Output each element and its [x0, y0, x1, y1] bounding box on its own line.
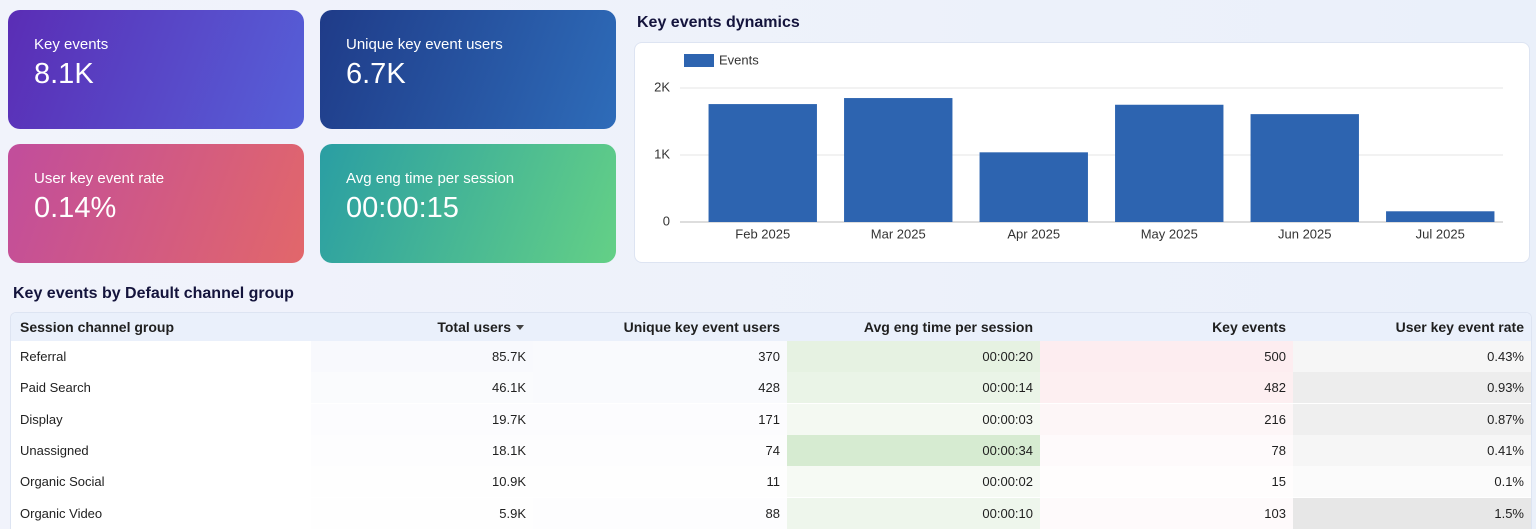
kpi-card: User key event rate 0.14% — [8, 144, 304, 263]
table-title: Key events by Default channel group — [13, 285, 294, 302]
column-header[interactable]: User key event rate — [1293, 313, 1531, 341]
table-cell: 85.7K — [311, 341, 533, 372]
table-cell: 00:00:03 — [787, 403, 1040, 435]
x-tick-label: Feb 2025 — [735, 226, 790, 241]
table-cell: 00:00:34 — [787, 434, 1040, 466]
x-tick-label: Apr 2025 — [1007, 226, 1060, 241]
table-cell: 00:00:10 — [787, 497, 1040, 529]
table-cell: 46.1K — [311, 372, 533, 404]
table-cell: 370 — [533, 341, 787, 372]
kpi-value: 0.14% — [34, 192, 117, 224]
table-cell: 0.93% — [1293, 372, 1531, 404]
y-tick-label: 0 — [663, 213, 670, 228]
kpi-value: 8.1K — [34, 58, 94, 90]
table-cell: 500 — [1040, 341, 1293, 372]
column-header[interactable]: Session channel group — [11, 313, 311, 341]
kpi-card: Unique key event users 6.7K — [320, 10, 616, 129]
table-cell: 74 — [533, 434, 787, 466]
chart-panel: 0 1K 2K Events Feb 2025 Mar 2025 Apr 2025 May 2… — [634, 42, 1530, 263]
kpi-label: Avg eng time per session — [346, 170, 515, 187]
table-cell: 10.9K — [311, 466, 533, 498]
y-tick-label: 1K — [654, 146, 670, 161]
legend-swatch — [684, 54, 714, 67]
bar — [979, 152, 1088, 222]
table-cell: 00:00:02 — [787, 466, 1040, 498]
table-cell: 103 — [1040, 497, 1293, 529]
kpi-value: 6.7K — [346, 58, 406, 90]
column-header[interactable]: Total users — [311, 313, 533, 341]
table-cell: 00:00:20 — [787, 341, 1040, 372]
table-cell: 18.1K — [311, 434, 533, 466]
bar — [1115, 104, 1224, 222]
table-cell: 0.1% — [1293, 466, 1531, 498]
table-cell: 0.41% — [1293, 434, 1531, 466]
table-cell: 171 — [533, 403, 787, 435]
kpi-value: 00:00:15 — [346, 192, 459, 224]
chart-title: Key events dynamics — [637, 14, 800, 31]
x-tick-label: May 2025 — [1141, 226, 1198, 241]
x-tick-label: Jun 2025 — [1278, 226, 1332, 241]
column-header[interactable]: Key events — [1040, 313, 1293, 341]
table-cell: 482 — [1040, 372, 1293, 404]
table: Session channel group Total users Unique k… — [10, 312, 1532, 529]
sort-icon — [516, 325, 524, 334]
kpi-label: User key event rate — [34, 170, 165, 187]
legend-label: Events — [719, 52, 759, 67]
table-cell: 5.9K — [311, 497, 533, 529]
bar — [844, 98, 953, 222]
y-tick-label: 2K — [654, 79, 670, 94]
table-cell: 00:00:14 — [787, 372, 1040, 404]
column-header[interactable]: Avg eng time per session — [787, 313, 1040, 341]
bar — [1250, 114, 1359, 222]
table-cell: Unassigned — [20, 442, 89, 458]
table-cell: 428 — [533, 372, 787, 404]
table-cell: Referral — [20, 349, 67, 364]
bar — [708, 104, 817, 222]
kpi-card: Key events 8.1K — [8, 10, 304, 129]
table-cell: 216 — [1040, 403, 1293, 435]
table-cell: 11 — [533, 466, 787, 498]
column-header[interactable]: Unique key event users — [533, 313, 787, 341]
table-cell: 0.43% — [1293, 341, 1531, 372]
table-cell: Organic Social — [20, 474, 105, 490]
kpi-label: Unique key event users — [346, 36, 503, 53]
table-cell: Organic Video — [20, 505, 103, 521]
table-cell: 88 — [533, 497, 787, 529]
table-cell: 15 — [1040, 466, 1293, 498]
bar — [1386, 211, 1495, 222]
x-tick-label: Jul 2025 — [1416, 226, 1465, 241]
x-tick-label: Mar 2025 — [871, 226, 926, 241]
kpi-label: Key events — [34, 36, 109, 53]
table-cell: 78 — [1040, 434, 1293, 466]
chart: 0 1K 2K Events Feb 2025 Mar 2025 Apr 2025 May 2… — [654, 52, 1503, 241]
table-cell: 19.7K — [311, 403, 533, 435]
table-cell: Display — [20, 411, 63, 427]
table-cell: 0.87% — [1293, 403, 1531, 435]
table-cell: 1.5% — [1293, 497, 1531, 529]
kpi-card: Avg eng time per session 00:00:15 — [320, 144, 616, 263]
table-cell: Paid Search — [20, 380, 91, 396]
